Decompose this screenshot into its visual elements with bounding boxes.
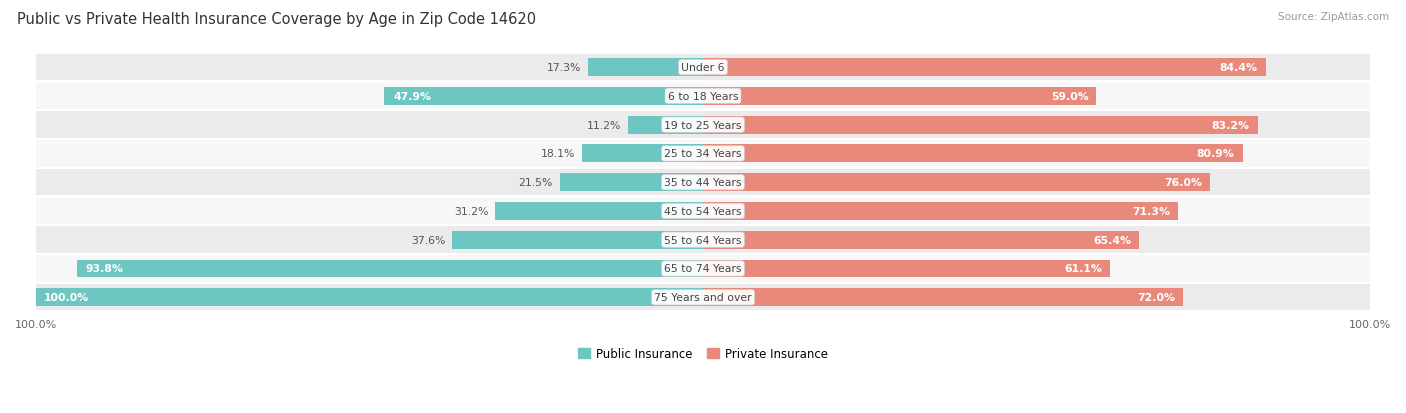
Text: Public vs Private Health Insurance Coverage by Age in Zip Code 14620: Public vs Private Health Insurance Cover… [17,12,536,27]
Bar [37,112,1369,138]
Text: 11.2%: 11.2% [588,120,621,131]
Bar [37,169,1369,196]
Bar [37,141,1369,167]
Text: 59.0%: 59.0% [1050,92,1088,102]
Bar [37,83,1369,110]
Text: 71.3%: 71.3% [1132,206,1170,216]
Bar [703,145,1243,163]
Bar [37,227,1369,253]
Text: 80.9%: 80.9% [1197,149,1234,159]
Bar [37,198,1369,225]
Bar [703,174,1209,192]
Bar [453,231,703,249]
Bar [384,88,703,105]
Bar [703,116,1258,134]
Text: 100.0%: 100.0% [44,292,90,302]
Text: 93.8%: 93.8% [86,264,124,274]
Text: 61.1%: 61.1% [1064,264,1102,274]
Bar [703,59,1265,77]
Bar [77,260,703,278]
Bar [37,284,1369,311]
Text: 25 to 34 Years: 25 to 34 Years [664,149,742,159]
Bar [37,256,1369,282]
Text: 55 to 64 Years: 55 to 64 Years [664,235,742,245]
Bar [588,59,703,77]
Text: 72.0%: 72.0% [1137,292,1175,302]
Legend: Public Insurance, Private Insurance: Public Insurance, Private Insurance [574,342,832,365]
Text: 47.9%: 47.9% [394,92,432,102]
Bar [703,202,1178,220]
Text: 83.2%: 83.2% [1212,120,1250,131]
Text: 45 to 54 Years: 45 to 54 Years [664,206,742,216]
Bar [560,174,703,192]
Bar [703,231,1139,249]
Text: 6 to 18 Years: 6 to 18 Years [668,92,738,102]
Bar [703,289,1184,306]
Text: 35 to 44 Years: 35 to 44 Years [664,178,742,188]
Text: 21.5%: 21.5% [519,178,553,188]
Text: 18.1%: 18.1% [541,149,575,159]
Text: Source: ZipAtlas.com: Source: ZipAtlas.com [1278,12,1389,22]
Text: 75 Years and over: 75 Years and over [654,292,752,302]
Text: 17.3%: 17.3% [547,63,581,73]
Bar [495,202,703,220]
Text: 31.2%: 31.2% [454,206,488,216]
Text: 65.4%: 65.4% [1092,235,1132,245]
Text: 37.6%: 37.6% [411,235,446,245]
Text: 76.0%: 76.0% [1164,178,1202,188]
Bar [703,88,1097,105]
Bar [37,55,1369,81]
Bar [703,260,1111,278]
Bar [37,289,703,306]
Text: 84.4%: 84.4% [1220,63,1258,73]
Text: 19 to 25 Years: 19 to 25 Years [664,120,742,131]
Text: Under 6: Under 6 [682,63,724,73]
Bar [628,116,703,134]
Text: 65 to 74 Years: 65 to 74 Years [664,264,742,274]
Bar [582,145,703,163]
